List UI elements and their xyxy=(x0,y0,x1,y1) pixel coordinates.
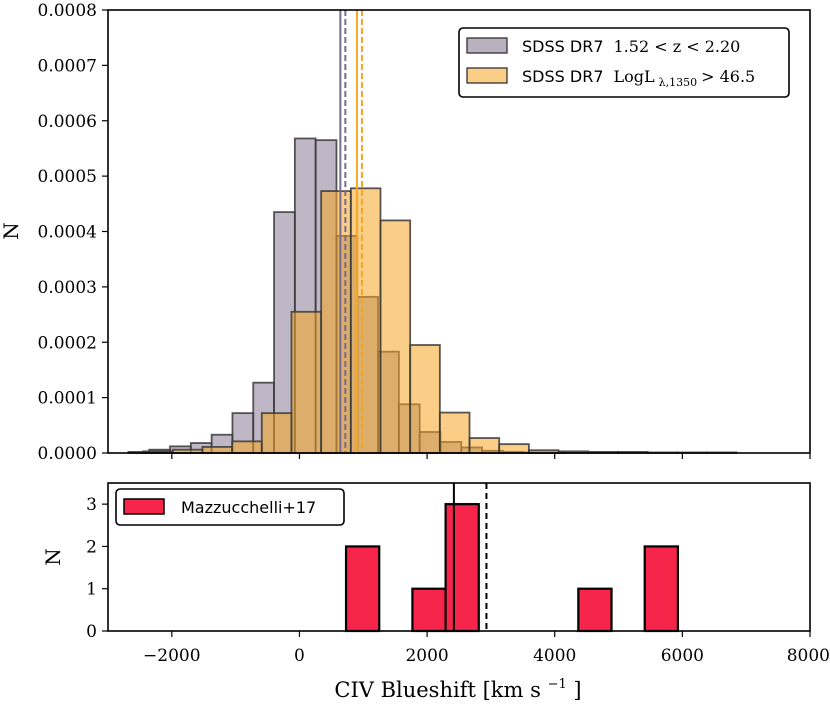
top-bars-2-bar-2 xyxy=(201,446,234,454)
legend-swatch-red xyxy=(123,498,165,515)
top-bars-2-bar-11 xyxy=(468,437,501,454)
bottom-ytick-label-2: 2 xyxy=(86,537,97,557)
legend-label-orange-sub: λ,1350 xyxy=(659,76,697,89)
bottom-series-red-bars xyxy=(344,503,679,633)
bottom-ytick-label-0: 0 xyxy=(86,622,97,642)
top-bars-2-bar-5 xyxy=(290,310,323,454)
top-median-lines xyxy=(339,10,363,453)
bottom-xtick-label-2: 2000 xyxy=(405,646,448,666)
legend-swatch-purple xyxy=(466,37,508,54)
top-y-ticks: 0.0000 0.0001 0.0002 0.0003 0.0004 0.0005 0.00… xyxy=(38,1,108,464)
bottom-median-mean-lines xyxy=(452,483,488,631)
legend-label-orange: SDSS DR7 LogL λ,1350 > 46.5 xyxy=(522,67,755,90)
top-bars-2-bar-7 xyxy=(349,187,382,454)
legend-swatch-orange xyxy=(466,67,508,84)
bottom-xtick-label-1: 0 xyxy=(294,646,305,666)
top-legend-frame xyxy=(458,27,790,98)
legend-label-purple: SDSS DR7 1.52 < z < 2.20 xyxy=(522,37,740,56)
bottom-bar-3 xyxy=(577,587,613,633)
top-ytick-label-6: 0.0006 xyxy=(38,112,97,132)
bottom-panel: 0 1 2 3 −2000 0 2000 4000 6000 8000 N CIV Bluesh… xyxy=(41,482,830,702)
top-bars-2-bar-3 xyxy=(231,440,263,454)
top-legend: SDSS DR7 1.52 < z < 2.20 SDSS DR7 LogL λ… xyxy=(458,27,790,98)
top-ytick-label-7: 0.0007 xyxy=(38,56,97,76)
top-ytick-label-0: 0.0000 xyxy=(38,444,97,464)
bottom-bar-4 xyxy=(643,545,679,633)
legend-label-orange-math: LogL xyxy=(614,67,656,86)
bottom-bar-0 xyxy=(344,545,381,633)
top-bars-2-bar-9 xyxy=(409,344,441,454)
bottom-y-axis-label: N xyxy=(41,548,65,566)
top-bars-2-bar-6 xyxy=(320,190,352,454)
x-axis-label-close: ] xyxy=(573,678,581,702)
top-ytick-label-3: 0.0003 xyxy=(38,278,97,298)
bottom-legend: Mazzucchelli+17 xyxy=(115,488,345,526)
top-y-axis-label: N xyxy=(0,222,23,240)
bottom-bar-2 xyxy=(444,503,480,633)
x-axis-label: CIV Blueshift [km s −1 ] xyxy=(334,669,581,702)
bottom-y-ticks: 0 1 2 3 xyxy=(86,495,108,642)
top-panel: 0.0000 0.0001 0.0002 0.0003 0.0004 0.0005 0.00… xyxy=(0,1,811,464)
x-axis-label-sup: −1 xyxy=(548,677,567,692)
legend-label-orange-tail: > 46.5 xyxy=(701,67,755,86)
top-x-ticks xyxy=(171,453,811,459)
bottom-xtick-label-4: 6000 xyxy=(661,646,704,666)
top-ytick-label-4: 0.0004 xyxy=(38,223,97,243)
top-bars-2-bar-8 xyxy=(379,219,412,454)
bottom-ytick-label-3: 3 xyxy=(86,495,97,515)
legend-label-purple-math: 1.52 < z < 2.20 xyxy=(614,37,741,56)
legend-label-orange-name: SDSS DR7 xyxy=(522,67,604,86)
top-bars-2-bar-10 xyxy=(438,411,471,454)
legend-label-purple-name: SDSS DR7 xyxy=(522,37,604,56)
top-ytick-label-5: 0.0005 xyxy=(38,167,97,187)
top-ytick-label-2: 0.0002 xyxy=(38,333,97,353)
bottom-plot-frame xyxy=(107,482,811,632)
legend-label-red: Mazzucchelli+17 xyxy=(181,498,316,517)
bottom-xtick-label-0: −2000 xyxy=(143,646,201,666)
bottom-bar-1 xyxy=(411,587,447,633)
x-axis-label-main: CIV Blueshift [km s xyxy=(334,678,541,702)
top-ytick-label-1: 0.0001 xyxy=(38,389,97,409)
top-bars-2-bar-12 xyxy=(498,443,530,454)
bottom-xtick-label-3: 4000 xyxy=(533,646,576,666)
top-series-orange-bars xyxy=(142,187,738,454)
bottom-legend-frame xyxy=(115,488,345,526)
bottom-xtick-label-5: 8000 xyxy=(787,646,830,666)
bottom-ytick-label-1: 1 xyxy=(86,580,97,600)
top-ytick-label-8: 0.0008 xyxy=(38,1,97,21)
top-bars-2-bar-4 xyxy=(260,412,293,454)
bottom-x-ticks: −2000 0 2000 4000 6000 8000 xyxy=(143,631,830,666)
